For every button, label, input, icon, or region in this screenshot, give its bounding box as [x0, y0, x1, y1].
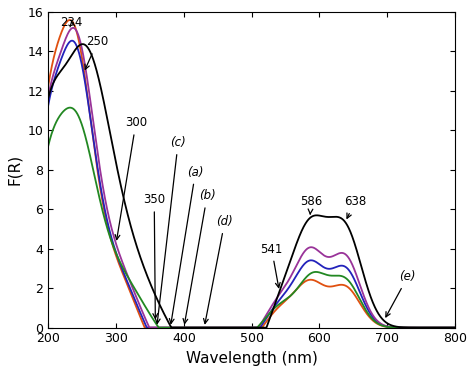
Text: 350: 350 — [143, 193, 165, 319]
Text: 541: 541 — [260, 243, 283, 288]
Text: (c): (c) — [155, 136, 186, 323]
Text: (e): (e) — [386, 270, 416, 317]
Text: 586: 586 — [300, 195, 322, 214]
Text: 234: 234 — [61, 16, 83, 29]
Text: (a): (a) — [169, 166, 204, 323]
Text: 250: 250 — [85, 35, 109, 69]
Y-axis label: F(R): F(R) — [7, 154, 22, 185]
Text: 638: 638 — [344, 195, 366, 218]
Text: (d): (d) — [203, 215, 233, 323]
X-axis label: Wavelength (nm): Wavelength (nm) — [186, 351, 318, 366]
Text: (b): (b) — [183, 189, 216, 323]
Text: 300: 300 — [115, 116, 147, 239]
